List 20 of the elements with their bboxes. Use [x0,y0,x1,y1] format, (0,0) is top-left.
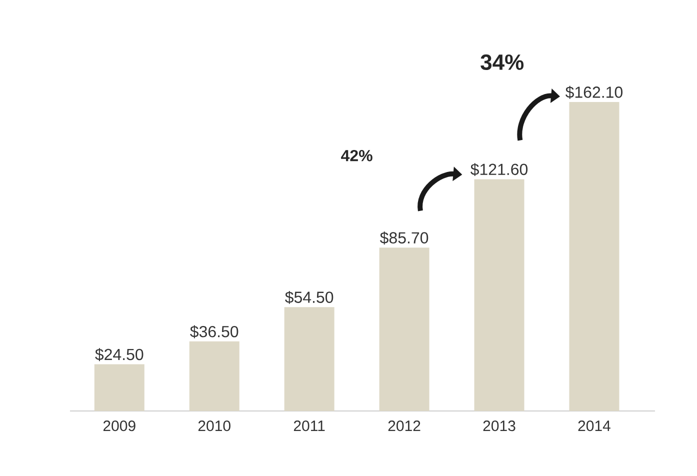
data-label: $24.50 [95,348,144,362]
x-tick-label: 2011 [294,420,325,432]
text: 34% [480,54,524,70]
bar [284,307,334,411]
x-tick-label: 2009 [103,420,136,432]
data-label: $162.10 [565,86,622,99]
data-label: $85.70 [380,231,428,244]
annotation: 42% [341,150,372,162]
x-tick-label: 2013 [483,420,516,432]
bar [94,364,144,411]
x-tick-label: 2010 [198,420,230,432]
bar [379,248,430,411]
x-tick-label: 2012 [388,420,420,432]
data-label: $36.50 [190,325,238,338]
bar [569,102,620,411]
data-label: $54.50 [285,290,334,304]
bar [474,179,524,411]
x-tick-label: 2014 [578,420,610,432]
bar [189,341,240,411]
data-label: $121.60 [470,163,528,176]
